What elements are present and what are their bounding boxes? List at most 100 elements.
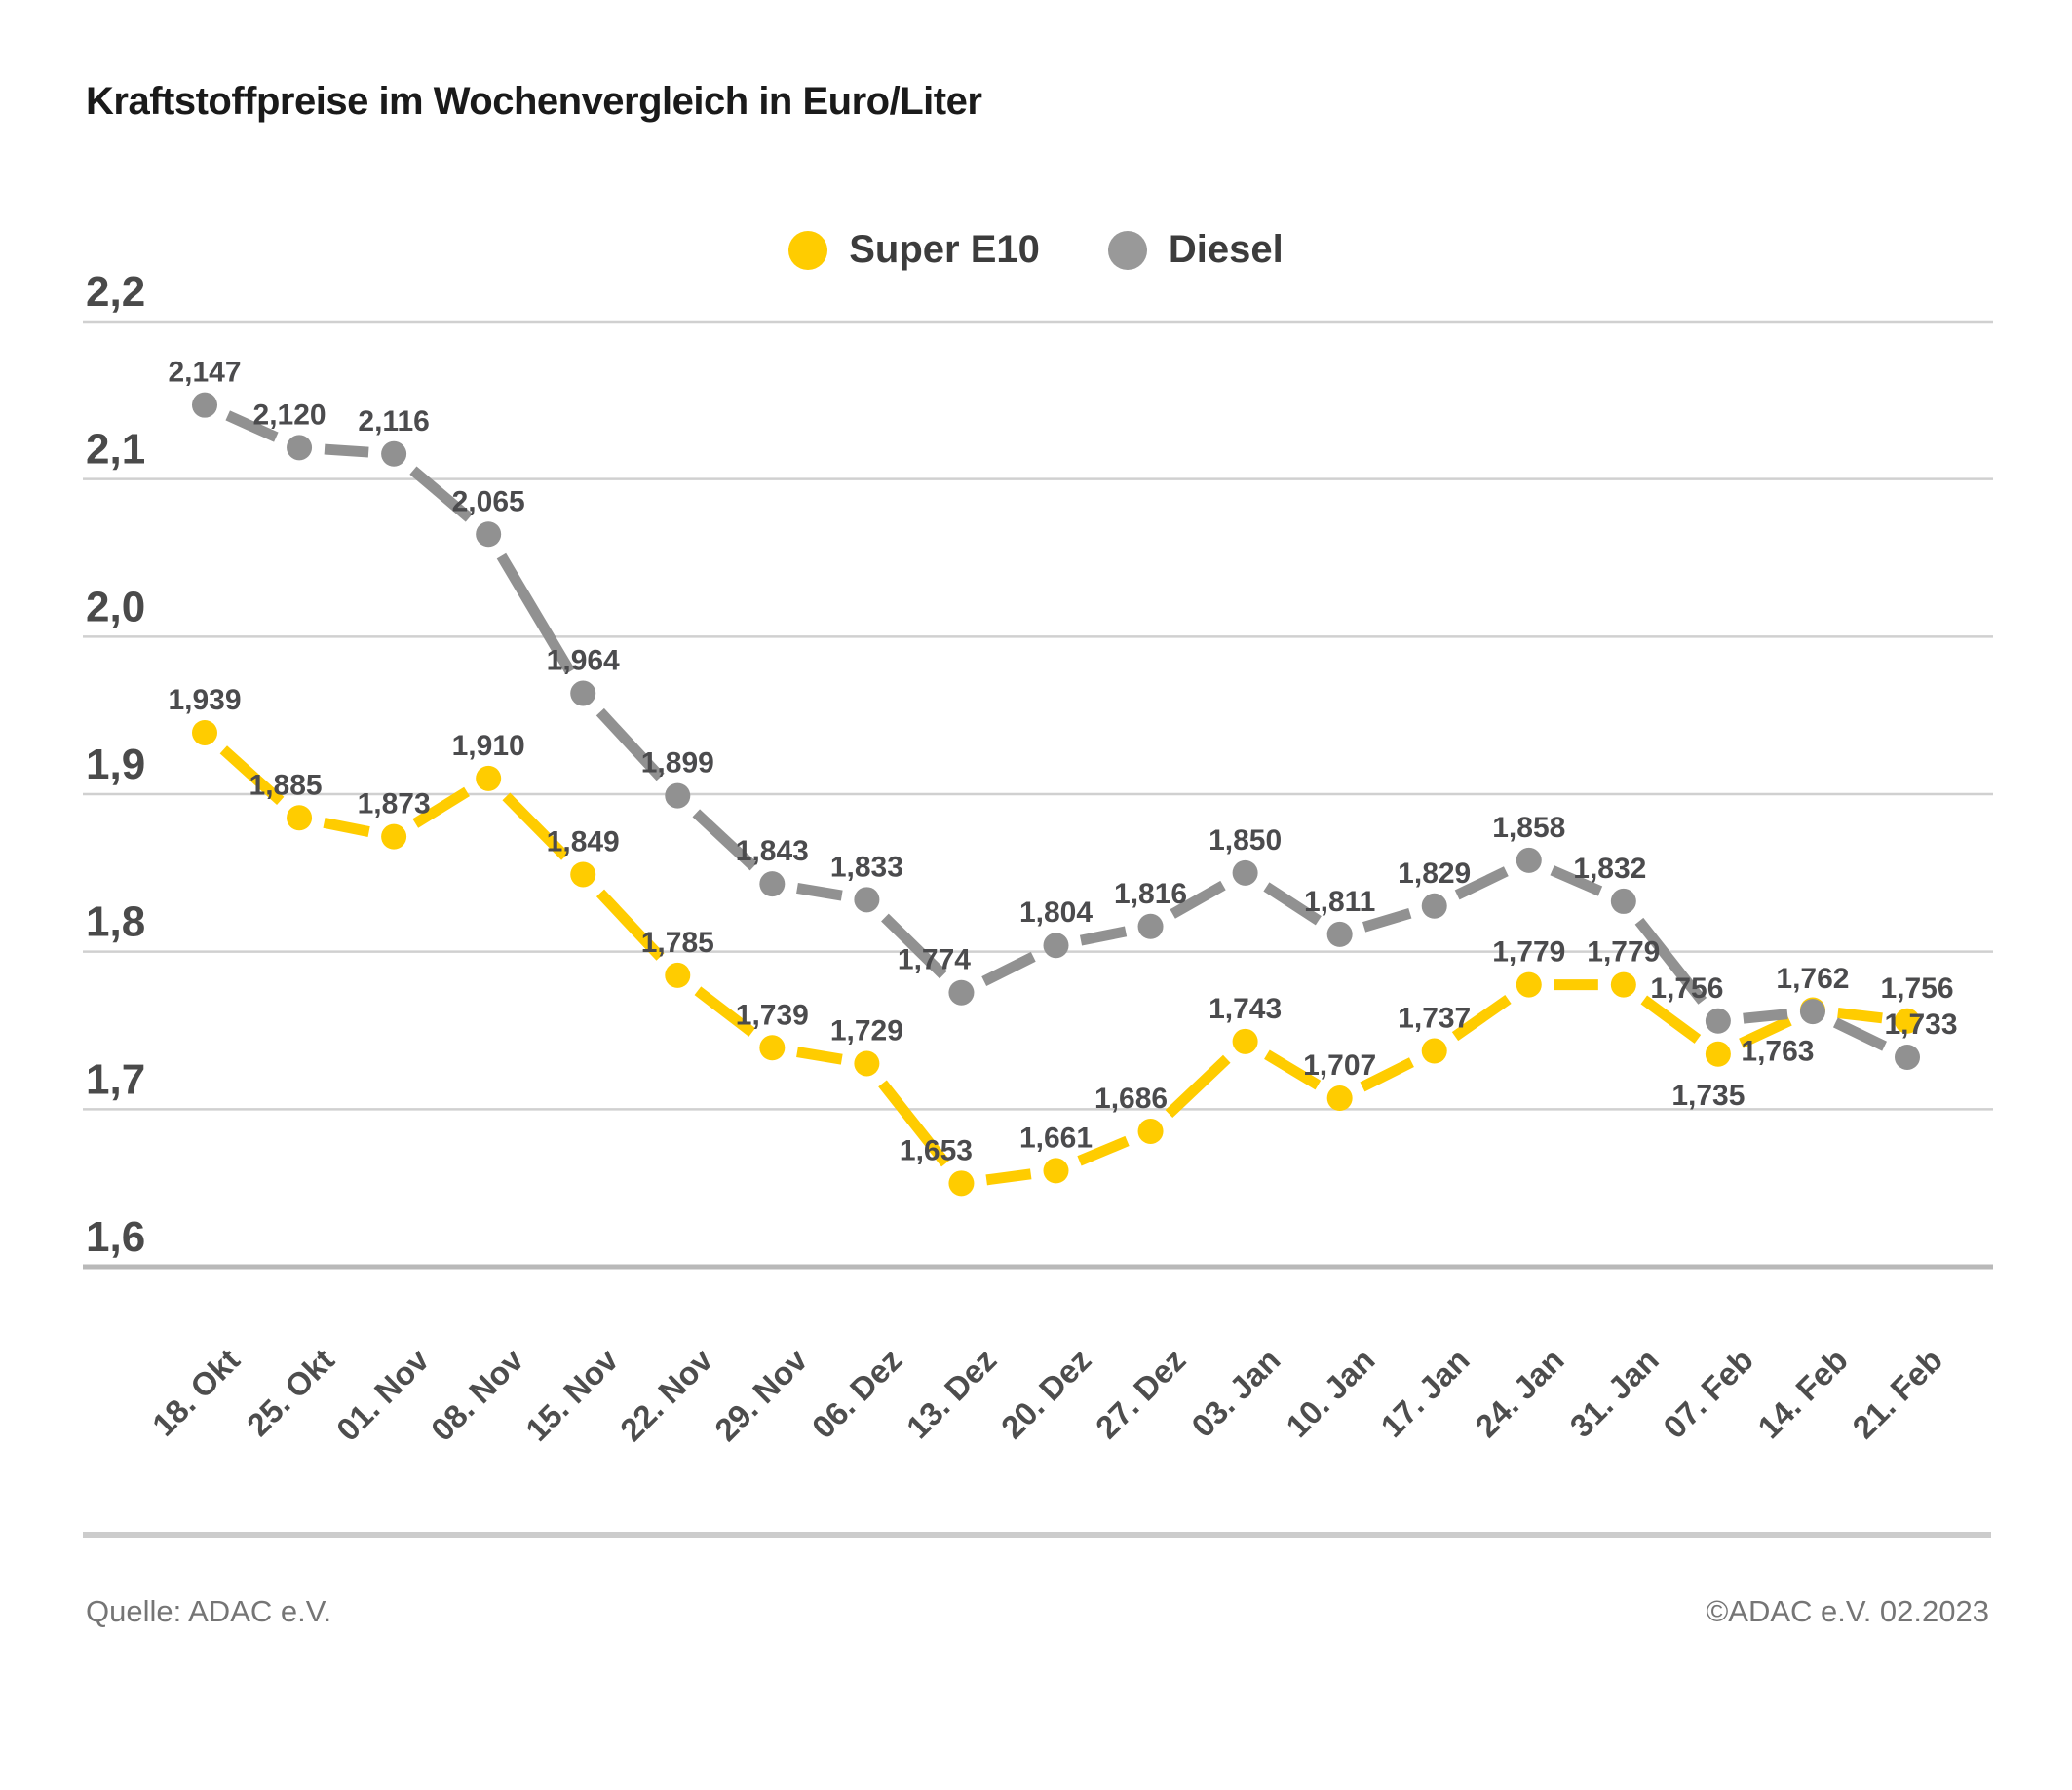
value-label-super-e10: 1,885 xyxy=(249,769,323,801)
value-label-diesel: 1,804 xyxy=(1019,896,1093,929)
series-segment-super-e10 xyxy=(219,745,285,805)
series-segment-diesel xyxy=(1362,907,1412,933)
series-segment-diesel xyxy=(409,466,473,522)
series-segment-diesel xyxy=(1454,866,1509,900)
value-label-diesel: 1,843 xyxy=(736,835,809,867)
series-segment-super-e10 xyxy=(1360,1057,1414,1092)
value-label-super-e10: 1,739 xyxy=(736,999,809,1031)
legend-item-diesel: Diesel xyxy=(1107,228,1284,272)
series-segment-super-e10 xyxy=(1739,1015,1792,1048)
value-label-super-e10: 1,873 xyxy=(358,788,431,820)
legend-dot-super-e10-icon xyxy=(788,230,828,270)
value-label-super-e10: 1,661 xyxy=(1019,1122,1093,1154)
x-axis-label: 06. Dez xyxy=(805,1342,909,1446)
series-segment-diesel xyxy=(1170,880,1226,919)
data-point-diesel xyxy=(854,887,880,913)
value-label-super-e10: 1,707 xyxy=(1303,1049,1376,1082)
y-axis-label: 2,2 xyxy=(86,268,145,316)
footer-divider xyxy=(83,1532,1991,1538)
series-segment-diesel xyxy=(1634,917,1707,1005)
x-axis-label: 14. Feb xyxy=(1750,1342,1855,1446)
value-label-super-e10: 1,779 xyxy=(1492,936,1565,969)
data-point-super-e10 xyxy=(1326,1085,1353,1112)
series-segment-super-e10 xyxy=(1640,995,1702,1044)
legend-label-diesel: Diesel xyxy=(1168,228,1284,271)
data-point-super-e10 xyxy=(476,765,502,791)
value-label-super-e10: 1,849 xyxy=(547,825,620,857)
value-label-super-e10: 1,756 xyxy=(1880,972,1953,1005)
series-segment-diesel xyxy=(225,410,279,442)
x-axis-label: 24. Jan xyxy=(1468,1342,1570,1444)
value-label-diesel: 2,065 xyxy=(452,485,525,517)
chart-title: Kraftstoffpreise im Wochenvergleich in E… xyxy=(86,80,982,123)
legend-item-super-e10: Super E10 xyxy=(788,228,1040,272)
series-segment-super-e10 xyxy=(1264,1049,1322,1090)
value-label-diesel: 1,829 xyxy=(1398,857,1471,890)
series-segment-super-e10 xyxy=(1451,995,1512,1042)
data-point-diesel xyxy=(1137,913,1164,939)
data-point-diesel xyxy=(1516,847,1542,873)
value-label-super-e10: 1,763 xyxy=(1741,1035,1814,1067)
data-point-diesel xyxy=(1232,859,1258,886)
value-label-diesel: 1,756 xyxy=(1650,972,1723,1005)
series-segment-diesel xyxy=(881,913,947,979)
data-point-diesel xyxy=(759,871,786,897)
data-point-super-e10 xyxy=(1895,1008,1920,1034)
value-label-diesel: 2,147 xyxy=(168,357,241,389)
value-label-super-e10: 1,910 xyxy=(452,730,525,762)
data-point-super-e10 xyxy=(570,861,596,888)
x-axis-label: 22. Nov xyxy=(613,1341,720,1448)
value-label-super-e10: 1,737 xyxy=(1398,1003,1471,1035)
x-axis-label: 25. Okt xyxy=(240,1342,341,1443)
data-point-super-e10 xyxy=(759,1035,786,1061)
y-axis-label: 1,9 xyxy=(86,741,145,788)
value-label-diesel: 1,850 xyxy=(1209,824,1282,857)
x-axis-label: 10. Jan xyxy=(1279,1342,1381,1444)
series-segment-super-e10 xyxy=(1077,1135,1130,1166)
value-label-diesel: 1,811 xyxy=(1304,886,1375,918)
x-axis-label: 20. Dez xyxy=(994,1342,1098,1446)
value-label-super-e10: 1,939 xyxy=(168,684,241,716)
value-label-diesel: 1,816 xyxy=(1114,878,1187,910)
series-segment-super-e10 xyxy=(1837,1008,1883,1024)
value-label-diesel: 2,116 xyxy=(358,405,429,438)
series-segment-diesel xyxy=(1263,882,1322,926)
data-point-super-e10 xyxy=(1421,1038,1447,1064)
data-point-super-e10 xyxy=(1232,1028,1258,1054)
value-label-diesel: 1,762 xyxy=(1776,963,1849,995)
y-axis-label: 2,1 xyxy=(86,426,145,474)
value-label-super-e10: 1,779 xyxy=(1587,936,1660,969)
y-axis-label: 1,7 xyxy=(86,1055,145,1103)
value-label-super-e10: 1,653 xyxy=(900,1134,973,1166)
series-segment-super-e10 xyxy=(694,986,756,1037)
value-label-diesel: 1,733 xyxy=(1884,1009,1957,1041)
series-segment-super-e10 xyxy=(412,786,470,828)
series-segment-super-e10 xyxy=(985,1168,1032,1186)
data-point-diesel xyxy=(1895,1044,1920,1070)
data-point-diesel xyxy=(476,521,502,548)
data-point-diesel xyxy=(948,979,975,1006)
value-label-super-e10: 1,735 xyxy=(1671,1080,1745,1112)
data-point-super-e10 xyxy=(665,962,691,988)
legend-dot-diesel-icon xyxy=(1107,230,1147,270)
footer-copyright: ©ADAC e.V. 02.2023 xyxy=(1706,1594,1989,1628)
value-label-diesel: 1,774 xyxy=(898,944,971,976)
data-point-super-e10 xyxy=(287,805,313,831)
series-segment-super-e10 xyxy=(323,817,370,837)
value-label-super-e10: 1,686 xyxy=(1094,1083,1168,1115)
data-point-diesel xyxy=(1421,893,1447,919)
y-axis-label: 1,8 xyxy=(86,898,145,946)
x-axis-label: 01. Nov xyxy=(329,1341,437,1448)
data-point-super-e10 xyxy=(948,1170,975,1197)
x-axis-label: 21. Feb xyxy=(1845,1342,1949,1446)
x-axis-label: 18. Okt xyxy=(145,1342,247,1443)
data-point-diesel xyxy=(192,392,217,418)
y-axis-label: 2,0 xyxy=(86,583,145,630)
series-segment-diesel xyxy=(692,809,758,871)
x-axis-label: 15. Nov xyxy=(518,1341,626,1448)
data-point-super-e10 xyxy=(192,719,217,745)
chart-legend: Super E10 Diesel xyxy=(0,228,2072,272)
value-label-super-e10: 1,785 xyxy=(641,927,714,959)
